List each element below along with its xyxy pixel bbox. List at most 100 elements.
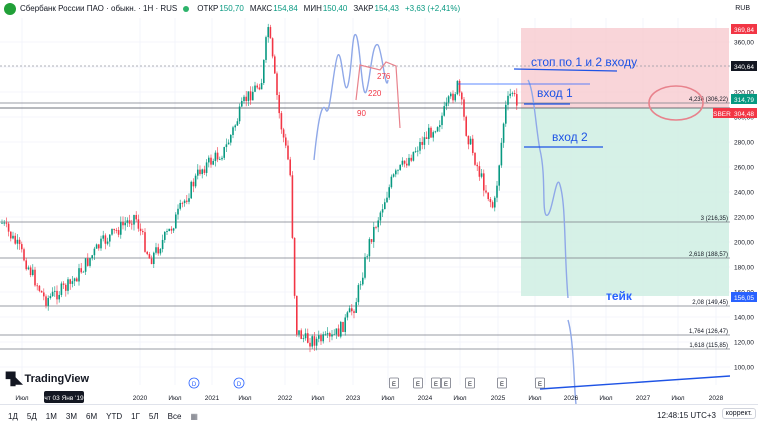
low-label: МИН <box>303 4 322 13</box>
crosshair-date: чт 03 Янв '19 <box>44 395 84 402</box>
candle-body <box>467 135 470 145</box>
earnings-marker-icon[interactable] <box>441 377 451 389</box>
candle-body <box>102 235 104 239</box>
candle-body <box>483 173 485 191</box>
candle-body <box>111 228 113 235</box>
candle-body <box>401 160 404 165</box>
timeframe-button[interactable]: 1Г <box>131 411 140 421</box>
candle-body <box>478 166 481 177</box>
fib-label: 1,618 (115,85) <box>689 343 728 349</box>
candle-body <box>384 202 386 210</box>
candle-body <box>43 292 45 297</box>
dividend-marker-icon[interactable] <box>188 377 200 389</box>
timeframe-button[interactable]: 5Д <box>26 411 37 421</box>
earnings-marker-icon[interactable] <box>465 377 475 389</box>
candle-body <box>496 185 498 198</box>
candle-body <box>128 220 131 224</box>
price-tick-label: 200,00 <box>734 240 754 247</box>
timeframe-button[interactable]: 1Д <box>8 411 18 421</box>
candle-body <box>51 291 54 297</box>
candle-body <box>280 113 283 130</box>
candle-body <box>320 335 322 342</box>
candle-body <box>194 175 197 187</box>
candle-body <box>507 95 509 105</box>
price-axis[interactable]: 360,00340,00320,00300,00280,00260,00240,… <box>730 18 758 404</box>
candle-body <box>120 221 122 235</box>
candle-body <box>144 232 146 252</box>
timeframe-button[interactable]: 6М <box>86 411 98 421</box>
timeframe-button[interactable]: 3М <box>65 411 77 421</box>
drawn-projection[interactable] <box>313 34 577 405</box>
candle-body <box>58 294 60 300</box>
clock[interactable]: 12:48:15 UTC+3 <box>657 411 716 420</box>
timeframe-button[interactable]: YTD <box>106 411 123 421</box>
candle-body <box>192 181 195 187</box>
candle-body <box>38 285 41 291</box>
candle-body <box>474 152 476 165</box>
earnings-marker-icon[interactable] <box>431 377 441 389</box>
candle-body <box>212 160 214 165</box>
fib-levels[interactable]: 4,236 (306,22) 3 (216,35) 2,618 (188,57) 2,… <box>0 97 730 350</box>
trend-line[interactable] <box>539 375 731 390</box>
label-276: 276 <box>377 72 391 81</box>
candle-body <box>131 223 133 225</box>
stop-zone[interactable] <box>521 28 729 108</box>
candle-body <box>302 338 305 339</box>
timeframe-button[interactable]: 5Л <box>148 411 159 421</box>
correction-button[interactable]: коррект. <box>721 408 756 419</box>
entry1-annotation: вход 1 <box>537 86 573 100</box>
timeframe-button[interactable]: 1М <box>45 411 57 421</box>
candle-body <box>47 298 49 306</box>
candle-body <box>487 192 489 200</box>
candle-body <box>465 116 467 136</box>
dividend-marker-icon[interactable] <box>233 377 245 389</box>
candle-body <box>472 138 474 153</box>
candle-body <box>183 200 186 204</box>
candle-body <box>441 115 443 126</box>
time-axis-label: 2028 <box>709 395 724 402</box>
candle-body <box>137 219 140 229</box>
candle-body <box>260 83 263 90</box>
calendar-icon[interactable]: ▦ <box>190 411 198 421</box>
earnings-marker-icon[interactable] <box>413 377 423 389</box>
take-zone[interactable] <box>521 108 729 296</box>
candle-body <box>164 231 166 240</box>
earnings-marker-icon[interactable] <box>389 377 399 389</box>
candle-body <box>245 96 247 101</box>
price-tick-label: 320,00 <box>734 90 754 97</box>
drawn-red-path[interactable] <box>355 61 401 129</box>
time-axis-label: Июл <box>453 395 466 402</box>
stop-line[interactable] <box>513 68 618 72</box>
candle-body <box>397 169 399 171</box>
candle-body <box>186 200 188 202</box>
candle-body <box>313 336 316 346</box>
candle-body <box>232 127 234 135</box>
candle-body <box>263 59 265 84</box>
candle-body <box>293 237 296 296</box>
candle-body <box>146 251 148 255</box>
candle-body <box>450 93 452 97</box>
candle-body <box>225 144 228 148</box>
timeframe-button[interactable]: Все <box>167 411 182 421</box>
time-axis-label: 2023 <box>346 395 361 402</box>
candle-body <box>392 174 395 177</box>
candle-body <box>357 285 360 303</box>
candle-body <box>234 125 236 128</box>
candle-body <box>366 256 368 258</box>
time-axis[interactable]: Июл 2020 Июл 2021 Июл 2022 Июл 2023 Июл 2024 Июл 20… <box>15 395 723 402</box>
symbol-title[interactable]: Сбербанк России ПАО · обыкн. · 1Н · RUS <box>20 4 178 13</box>
candle-body <box>425 137 428 139</box>
highlight-circle[interactable] <box>648 85 704 121</box>
candle-body <box>172 228 175 231</box>
earnings-marker-icon[interactable] <box>497 377 507 389</box>
close-value: 154,43 <box>374 4 399 13</box>
earnings-marker-icon[interactable] <box>535 377 545 389</box>
currency-selector[interactable]: RUB <box>735 5 750 12</box>
close-label: ЗАКР <box>353 4 374 13</box>
candle-body <box>95 244 98 249</box>
candle-body <box>399 164 401 170</box>
candle-body <box>203 169 206 173</box>
candle-body <box>91 255 93 259</box>
